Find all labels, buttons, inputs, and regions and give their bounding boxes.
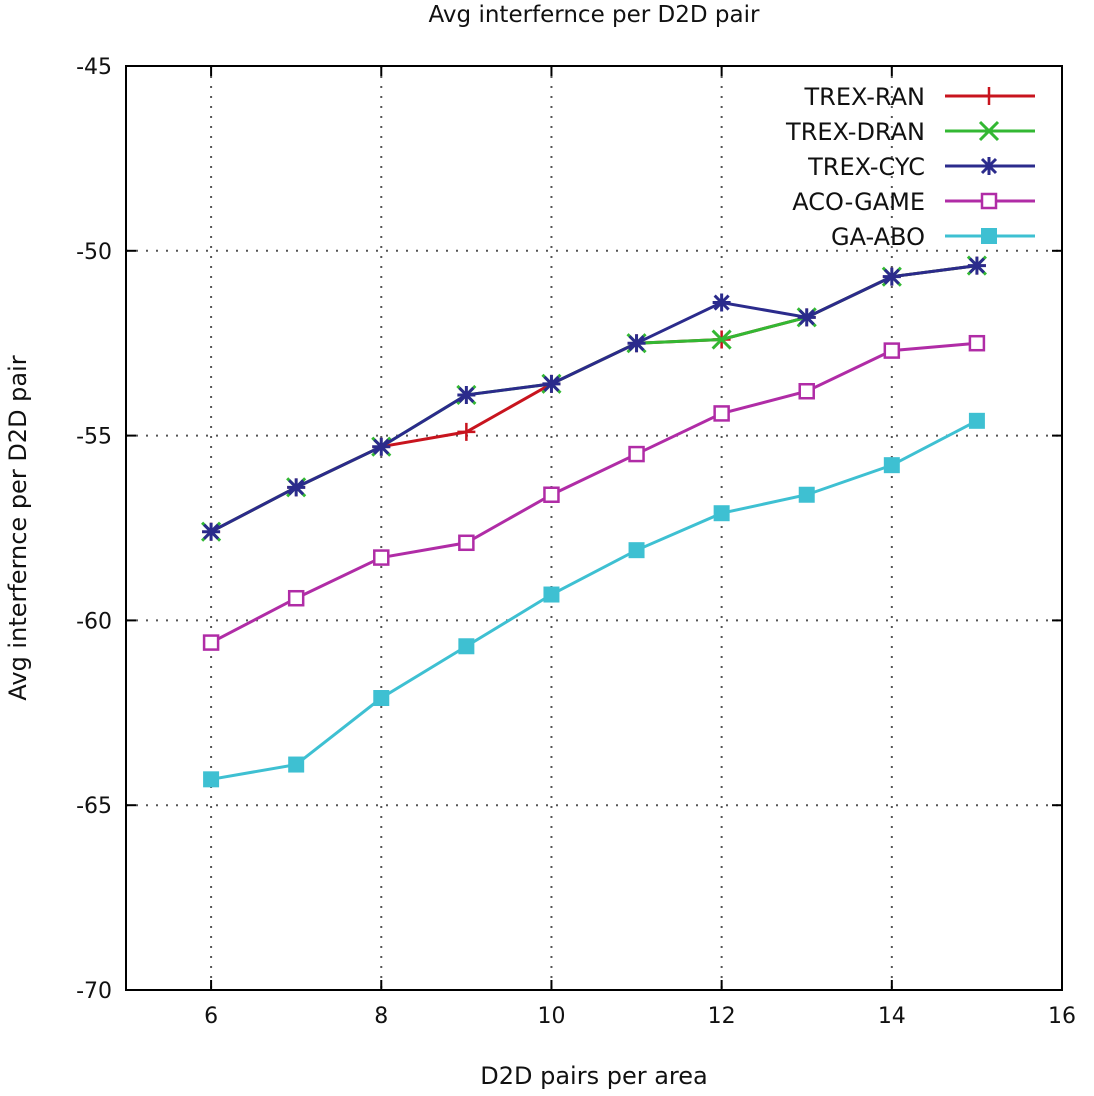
- legend-label: TREX-DRAN: [785, 118, 925, 146]
- series-trex-dran: [201, 255, 987, 542]
- plus-marker: [457, 422, 476, 441]
- grid: [126, 66, 1062, 990]
- series-ga-abo: [203, 412, 985, 788]
- filled-square-marker: [713, 505, 730, 522]
- legend-item: GA-ABO: [831, 223, 1035, 251]
- series-line: [210, 264, 978, 534]
- filled-square-marker: [203, 771, 220, 788]
- y-tick-label: -55: [76, 425, 112, 450]
- open-square-marker: [458, 534, 475, 552]
- open-square-marker: [543, 486, 560, 503]
- open-square-marker: [713, 405, 730, 422]
- asterisk-marker: [882, 267, 901, 286]
- cross-marker: [711, 329, 732, 350]
- y-tick-label: -50: [76, 240, 112, 265]
- asterisk-marker: [967, 256, 986, 275]
- open-square-marker: [373, 549, 390, 566]
- asterisk-marker: [627, 334, 646, 353]
- filled-square-marker: [968, 412, 985, 429]
- filled-square-marker: [883, 457, 900, 474]
- plot-frame: [125, 65, 1063, 991]
- open-square-marker: [202, 634, 220, 651]
- asterisk-marker: [797, 308, 816, 327]
- legend-item: TREX-CYC: [807, 153, 1035, 181]
- open-square-marker: [883, 342, 901, 359]
- open-square-marker: [968, 334, 986, 352]
- legend-label: TREX-RAN: [804, 83, 925, 111]
- cross-marker: [978, 120, 1000, 142]
- y-tick-label: -65: [76, 794, 112, 819]
- asterisk-marker: [980, 157, 998, 175]
- filled-square-marker: [288, 756, 305, 773]
- asterisk-marker: [202, 522, 221, 541]
- legend-item: TREX-RAN: [804, 83, 1035, 111]
- series-line: [210, 264, 978, 534]
- plus-marker: [980, 87, 998, 105]
- open-square-marker: [628, 445, 645, 463]
- x-tick-label: 10: [537, 1004, 565, 1029]
- x-tick-label: 6: [204, 1004, 218, 1029]
- series-line: [210, 341, 978, 644]
- series-line: [210, 264, 978, 534]
- open-square-marker: [980, 192, 998, 210]
- legend-label: GA-ABO: [831, 223, 925, 251]
- legend-label: TREX-CYC: [807, 153, 925, 181]
- open-square-marker: [287, 589, 305, 607]
- asterisk-marker: [457, 385, 476, 404]
- series-group: [201, 255, 987, 788]
- axis-ticks: 6 8 10 12 14 16 -70 -65 -60 -55 -50 -45: [76, 55, 1076, 1029]
- chart-title: Avg interfernce per D2D pair: [429, 2, 760, 28]
- filled-square-marker: [373, 690, 390, 707]
- filled-square-marker: [981, 228, 997, 244]
- y-tick-label: -60: [76, 609, 112, 634]
- x-tick-label: 16: [1048, 1004, 1076, 1029]
- asterisk-marker: [542, 374, 561, 393]
- x-tick-label: 8: [374, 1004, 388, 1029]
- legend-label: ACO-GAME: [792, 188, 925, 216]
- series-trex-ran: [202, 256, 986, 541]
- filled-square-marker: [458, 638, 475, 655]
- y-tick-label: -45: [76, 55, 112, 80]
- x-axis-label: D2D pairs per area: [480, 1062, 707, 1090]
- legend-item: TREX-DRAN: [785, 118, 1035, 146]
- open-square-marker: [798, 382, 815, 400]
- x-tick-label: 12: [708, 1004, 736, 1029]
- asterisk-marker: [372, 437, 391, 456]
- filled-square-marker: [798, 486, 815, 503]
- legend: TREX-RAN TREX-DRAN TREX-CYC ACO-GAME GA-ABO: [785, 83, 1035, 251]
- legend-item: ACO-GAME: [792, 188, 1035, 216]
- series-aco-game: [202, 334, 986, 651]
- filled-square-marker: [543, 586, 560, 603]
- y-axis-label: Avg interfernce per D2D pair: [4, 355, 32, 700]
- y-tick-label: -70: [76, 979, 112, 1004]
- x-tick-label: 14: [878, 1004, 906, 1029]
- asterisk-marker: [712, 293, 731, 312]
- series-trex-cyc: [202, 256, 986, 541]
- series-line: [210, 419, 978, 781]
- filled-square-marker: [628, 542, 645, 559]
- asterisk-marker: [287, 478, 306, 497]
